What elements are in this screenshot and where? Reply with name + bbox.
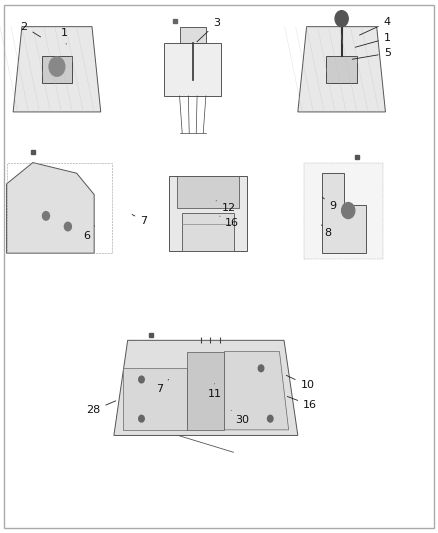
Bar	[169, 176, 247, 251]
Circle shape	[64, 222, 71, 231]
Text: 3: 3	[197, 19, 220, 42]
Bar	[180, 27, 206, 43]
Text: 28: 28	[86, 401, 116, 415]
Bar	[164, 43, 221, 96]
Text: 12: 12	[216, 201, 236, 213]
Circle shape	[335, 11, 348, 27]
Circle shape	[258, 365, 264, 372]
Text: 5: 5	[352, 49, 391, 59]
Text: 8: 8	[321, 225, 331, 238]
Text: 7: 7	[156, 379, 169, 394]
Polygon shape	[7, 163, 94, 253]
Circle shape	[42, 212, 49, 220]
Circle shape	[139, 415, 144, 422]
Text: 9: 9	[322, 197, 336, 211]
Text: 10: 10	[286, 375, 314, 390]
Text: 2: 2	[21, 22, 41, 37]
Polygon shape	[13, 27, 101, 112]
Text: 16: 16	[220, 216, 239, 228]
Bar	[187, 352, 224, 430]
Text: 30: 30	[231, 410, 250, 425]
Circle shape	[49, 57, 65, 76]
Polygon shape	[114, 340, 298, 435]
Polygon shape	[298, 27, 385, 112]
Text: 7: 7	[132, 214, 147, 225]
Bar	[7, 163, 112, 253]
Text: 4: 4	[360, 18, 391, 35]
Polygon shape	[322, 173, 366, 253]
Text: 16: 16	[287, 397, 317, 410]
Text: 1: 1	[61, 28, 68, 44]
Bar	[177, 176, 239, 208]
Polygon shape	[123, 368, 187, 430]
Circle shape	[268, 415, 273, 422]
Polygon shape	[224, 352, 289, 430]
Text: 1: 1	[355, 34, 391, 47]
Circle shape	[342, 203, 355, 219]
Text: 6: 6	[83, 226, 95, 240]
Bar	[182, 213, 234, 251]
Text: 11: 11	[208, 384, 222, 399]
Bar	[42, 56, 72, 83]
Bar	[304, 163, 383, 259]
Bar	[326, 56, 357, 83]
Circle shape	[139, 376, 144, 383]
